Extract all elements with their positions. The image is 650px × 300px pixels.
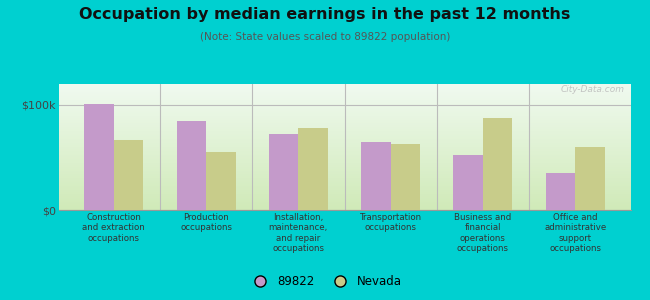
Bar xyxy=(391,144,420,210)
Bar xyxy=(575,147,604,210)
Bar xyxy=(545,173,575,210)
Bar xyxy=(177,121,206,210)
Text: Occupation by median earnings in the past 12 months: Occupation by median earnings in the pas… xyxy=(79,8,571,22)
Bar xyxy=(84,104,114,210)
Bar xyxy=(269,134,298,210)
Bar xyxy=(483,118,512,210)
Text: (Note: State values scaled to 89822 population): (Note: State values scaled to 89822 popu… xyxy=(200,32,450,41)
Text: City-Data.com: City-Data.com xyxy=(561,85,625,94)
Bar xyxy=(453,155,483,210)
Bar xyxy=(298,128,328,210)
Bar xyxy=(361,142,391,210)
Bar xyxy=(114,140,144,210)
Legend: 89822, Nevada: 89822, Nevada xyxy=(244,270,406,292)
Bar xyxy=(206,152,236,210)
